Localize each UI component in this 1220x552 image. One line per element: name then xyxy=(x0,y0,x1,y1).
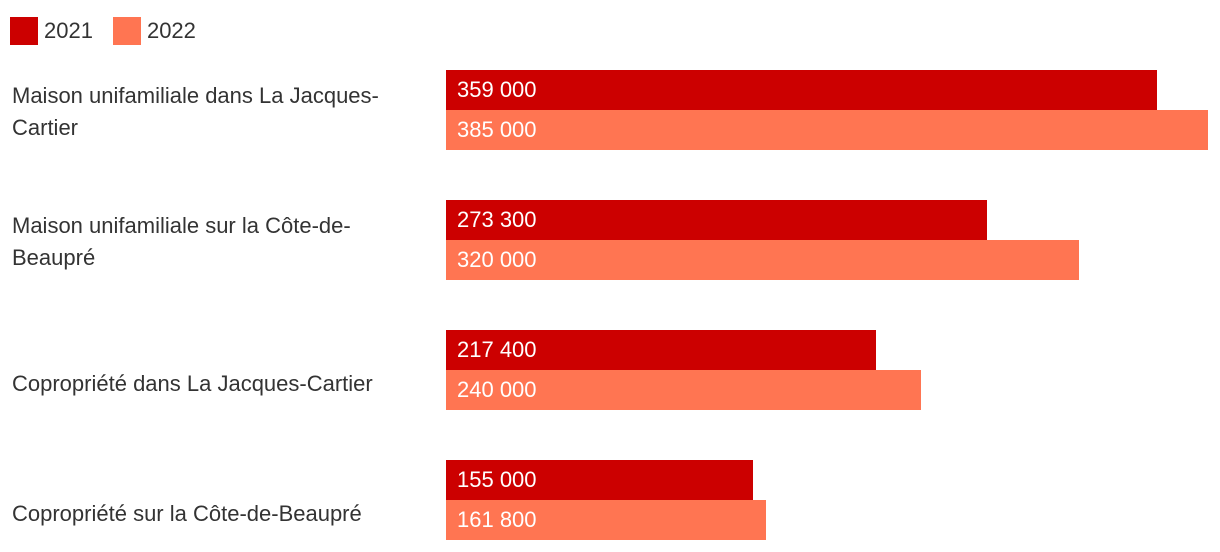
bar-value-label: 320 000 xyxy=(457,247,537,272)
bar-2022-3: 161 800 xyxy=(446,500,767,540)
bar-value-label: 359 000 xyxy=(457,77,537,102)
category-label: Maison unifamiliale dans La Jacques-Cart… xyxy=(12,83,379,140)
bar-2022-0: 385 000 xyxy=(446,110,1208,150)
legend-item-2022: 2022 xyxy=(112,17,196,45)
category-label: Copropriété dans La Jacques-Cartier xyxy=(12,371,373,396)
legend-swatch-2021 xyxy=(10,17,38,45)
bar-value-label: 155 000 xyxy=(457,467,537,492)
bar-2021-1: 273 300 xyxy=(446,200,987,240)
category-label: Maison unifamiliale sur la Côte-de-Beaup… xyxy=(12,213,351,270)
bar-2021-2: 217 400 xyxy=(446,330,877,370)
legend-label-2021: 2021 xyxy=(44,18,93,43)
bar-2021-3: 155 000 xyxy=(446,460,753,500)
category-label: Copropriété sur la Côte-de-Beaupré xyxy=(12,501,362,526)
bar-2022-2: 240 000 xyxy=(446,370,921,410)
bar-value-label: 385 000 xyxy=(457,117,537,142)
bar-value-label: 273 300 xyxy=(457,207,537,232)
legend-swatch-2022 xyxy=(112,17,141,45)
bar-value-label: 240 000 xyxy=(457,377,537,402)
bar-2021-0: 359 000 xyxy=(446,70,1157,110)
legend-item-2021: 2021 xyxy=(10,17,93,45)
legend-label-2022: 2022 xyxy=(146,18,196,43)
bar-value-label: 161 800 xyxy=(457,507,537,532)
bar-value-label: 217 400 xyxy=(457,337,537,362)
bar-2022-1: 320 000 xyxy=(446,240,1080,280)
chart-legend: 2021 2022 xyxy=(10,16,216,46)
